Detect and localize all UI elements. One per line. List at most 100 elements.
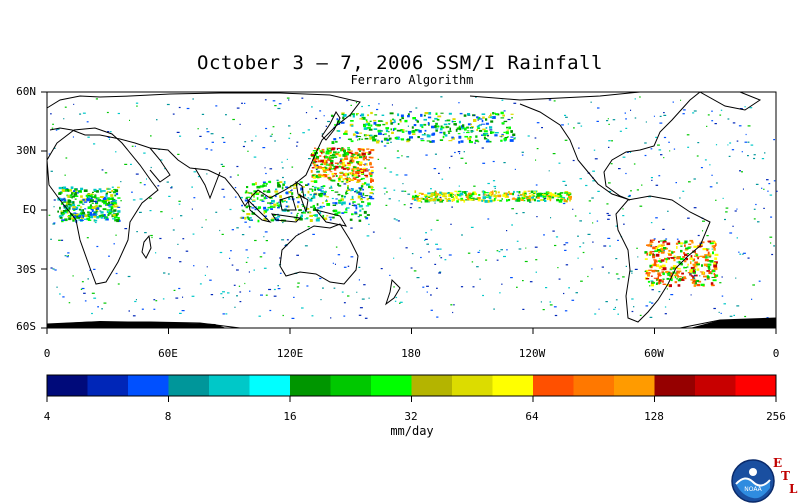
rain-speck bbox=[273, 214, 276, 216]
rain-speck bbox=[370, 134, 373, 136]
rain-speck bbox=[87, 206, 92, 209]
rain-speck bbox=[711, 248, 713, 250]
rain-speck bbox=[474, 139, 479, 142]
rain-speck bbox=[648, 196, 651, 198]
rain-speck bbox=[61, 189, 65, 192]
rain-speck bbox=[341, 212, 345, 214]
rain-speck bbox=[671, 276, 674, 279]
rain-speck bbox=[110, 207, 113, 211]
rain-speck bbox=[315, 117, 318, 120]
rain-speck bbox=[320, 159, 324, 163]
rain-speck bbox=[117, 210, 121, 213]
rain-speck bbox=[80, 219, 84, 221]
rain-speck bbox=[53, 147, 56, 149]
rain-speck bbox=[423, 123, 427, 126]
rain-speck bbox=[425, 232, 427, 234]
rain-speck bbox=[342, 149, 346, 152]
rain-speck bbox=[661, 280, 664, 283]
rain-speck bbox=[150, 135, 152, 137]
rain-speck bbox=[481, 147, 484, 149]
rain-speck bbox=[524, 195, 527, 197]
rain-speck bbox=[270, 219, 274, 222]
rain-speck bbox=[348, 172, 352, 174]
rain-speck bbox=[706, 249, 709, 252]
rain-speck bbox=[670, 294, 674, 296]
rain-speck bbox=[378, 132, 382, 135]
rain-speck bbox=[534, 198, 536, 202]
rain-speck bbox=[699, 243, 703, 246]
rain-speck bbox=[359, 136, 362, 138]
rain-speck bbox=[591, 197, 594, 199]
rain-speck bbox=[520, 194, 522, 196]
rain-speck bbox=[244, 282, 246, 285]
rain-speck bbox=[497, 113, 500, 116]
rain-speck bbox=[167, 273, 170, 275]
rain-speck bbox=[661, 271, 664, 274]
rain-speck bbox=[351, 154, 354, 156]
rain-speck bbox=[673, 258, 676, 262]
rain-speck bbox=[429, 141, 433, 143]
rain-speck bbox=[470, 127, 473, 129]
rain-speck bbox=[302, 212, 306, 214]
rain-speck bbox=[262, 181, 266, 184]
rain-speck bbox=[707, 263, 712, 266]
rain-speck bbox=[486, 194, 490, 197]
rain-speck bbox=[102, 197, 107, 200]
rain-speck bbox=[773, 139, 775, 141]
rain-speck bbox=[110, 131, 112, 133]
rain-speck bbox=[435, 128, 439, 130]
rain-speck bbox=[337, 180, 341, 182]
rain-speck bbox=[490, 193, 493, 197]
rain-speck bbox=[67, 195, 70, 198]
rain-speck bbox=[515, 212, 518, 215]
rain-speck bbox=[319, 211, 322, 214]
rain-speck bbox=[493, 198, 496, 201]
rain-speck bbox=[712, 241, 717, 244]
rain-speck bbox=[594, 313, 597, 315]
rain-speck bbox=[321, 167, 325, 169]
rain-speck bbox=[511, 224, 513, 226]
rain-speck bbox=[223, 196, 226, 198]
rain-speck bbox=[245, 206, 249, 209]
rain-speck bbox=[622, 276, 625, 278]
rain-speck bbox=[343, 266, 347, 268]
rain-speck bbox=[311, 174, 314, 178]
rain-speck bbox=[419, 124, 423, 127]
rain-speck bbox=[545, 287, 548, 289]
rain-speck bbox=[74, 188, 78, 191]
rain-speck bbox=[479, 249, 481, 252]
rain-speck bbox=[430, 294, 432, 296]
rain-speck bbox=[579, 220, 582, 222]
rain-speck bbox=[629, 151, 632, 153]
rain-speck bbox=[658, 249, 663, 253]
rain-speck bbox=[537, 196, 540, 199]
rain-speck bbox=[561, 124, 564, 126]
antarctic-fill bbox=[47, 318, 776, 328]
rain-speck bbox=[98, 205, 102, 208]
rain-speck bbox=[608, 272, 610, 274]
rain-speck bbox=[59, 206, 61, 210]
rain-speck bbox=[482, 128, 486, 131]
rain-speck bbox=[711, 276, 716, 278]
rain-speck bbox=[83, 292, 86, 294]
rain-speck bbox=[706, 235, 709, 237]
rain-speck bbox=[409, 207, 412, 209]
rain-speck bbox=[330, 317, 332, 319]
rain-speck bbox=[100, 215, 103, 219]
rain-speck bbox=[572, 208, 574, 210]
rain-speck bbox=[385, 191, 388, 193]
rain-speck bbox=[253, 156, 257, 158]
rain-speck bbox=[372, 231, 375, 233]
rain-speck bbox=[412, 130, 415, 132]
rain-speck bbox=[466, 132, 470, 134]
rain-speck bbox=[568, 192, 571, 195]
rain-speck bbox=[117, 112, 120, 115]
rain-speck bbox=[259, 199, 264, 201]
rain-speck bbox=[764, 152, 766, 154]
rain-speck bbox=[463, 131, 465, 134]
rain-speck bbox=[96, 204, 98, 207]
rain-speck bbox=[729, 232, 733, 234]
rain-speck bbox=[91, 206, 96, 209]
rain-speck bbox=[368, 128, 373, 131]
rain-speck bbox=[585, 184, 588, 187]
